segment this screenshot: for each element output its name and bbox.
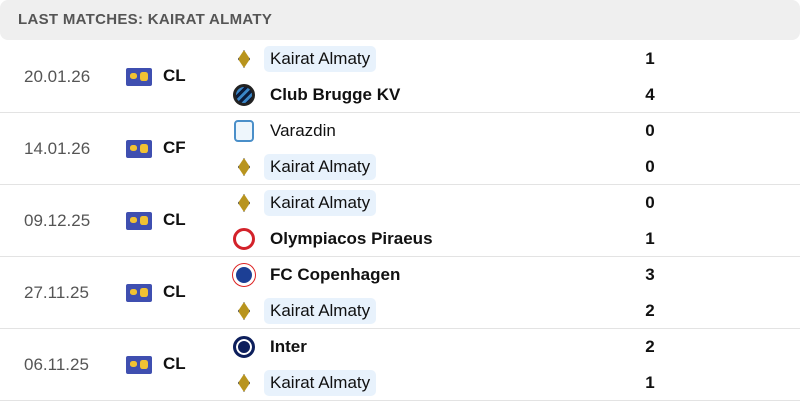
away-score: 2 [645, 301, 655, 320]
home-score: 2 [645, 337, 655, 356]
inter-logo-icon [232, 335, 256, 359]
match-date: 06.11.25 [24, 355, 89, 374]
team-home[interactable]: Kairat Almaty [232, 189, 377, 217]
match-row[interactable]: 27.11.25 CL FC Copenhagen Kairat Almaty … [0, 257, 800, 329]
match-date: 09.12.25 [24, 211, 91, 230]
world-flag-icon [126, 356, 152, 374]
team-name: Olympiacos Piraeus [270, 229, 433, 248]
team-away[interactable]: Kairat Almaty [232, 153, 377, 181]
match-row[interactable]: 06.11.25 CL Inter Kairat Almaty 2 1 [0, 329, 800, 401]
competition: CL [163, 354, 186, 373]
team-home[interactable]: Inter [232, 333, 313, 361]
club-brugge-logo-icon [232, 83, 256, 107]
away-score: 1 [645, 373, 655, 392]
kairat-almaty-logo-icon [232, 299, 256, 323]
away-score: 1 [645, 229, 655, 248]
match-date: 20.01.26 [24, 67, 91, 86]
match-row[interactable]: 14.01.26 CF Varazdin Kairat Almaty 0 0 [0, 113, 800, 185]
team-name: Kairat Almaty [264, 46, 377, 72]
kairat-almaty-logo-icon [232, 371, 256, 395]
team-home[interactable]: Kairat Almaty [232, 45, 377, 73]
home-score: 3 [645, 265, 655, 284]
kairat-almaty-logo-icon [232, 47, 256, 71]
team-home[interactable]: Varazdin [232, 117, 342, 145]
competition: CL [163, 66, 186, 85]
section-header: LAST MATCHES: KAIRAT ALMATY [0, 0, 800, 40]
competition: CL [163, 282, 186, 301]
home-score: 0 [645, 121, 655, 140]
varazdin-logo-icon [232, 119, 256, 143]
match-row[interactable]: 09.12.25 CL Kairat Almaty Olympiacos Pir… [0, 185, 800, 257]
team-name: Varazdin [270, 121, 336, 140]
olympiacos-logo-icon [232, 227, 256, 251]
kairat-almaty-logo-icon [232, 191, 256, 215]
kairat-almaty-logo-icon [232, 155, 256, 179]
team-away[interactable]: Club Brugge KV [232, 81, 406, 109]
team-away[interactable]: Olympiacos Piraeus [232, 225, 439, 253]
world-flag-icon [126, 212, 152, 230]
away-score: 4 [645, 85, 655, 104]
world-flag-icon [126, 140, 152, 158]
away-score: 0 [645, 157, 655, 176]
home-score: 1 [645, 49, 655, 68]
team-name: Kairat Almaty [264, 154, 377, 180]
team-home[interactable]: FC Copenhagen [232, 261, 406, 289]
team-name: Kairat Almaty [264, 370, 377, 396]
match-date: 14.01.26 [24, 139, 91, 158]
team-name: FC Copenhagen [270, 265, 401, 284]
fc-copenhagen-logo-icon [232, 263, 256, 287]
team-name: Club Brugge KV [270, 85, 401, 104]
competition: CF [163, 138, 186, 157]
team-name: Inter [270, 337, 307, 356]
team-away[interactable]: Kairat Almaty [232, 297, 377, 325]
world-flag-icon [126, 68, 152, 86]
match-date: 27.11.25 [24, 283, 89, 302]
team-name: Kairat Almaty [264, 190, 377, 216]
team-away[interactable]: Kairat Almaty [232, 369, 377, 397]
competition: CL [163, 210, 186, 229]
team-name: Kairat Almaty [264, 298, 377, 324]
world-flag-icon [126, 284, 152, 302]
match-row[interactable]: 20.01.26 CL Kairat Almaty Club Brugge KV… [0, 41, 800, 113]
home-score: 0 [645, 193, 655, 212]
